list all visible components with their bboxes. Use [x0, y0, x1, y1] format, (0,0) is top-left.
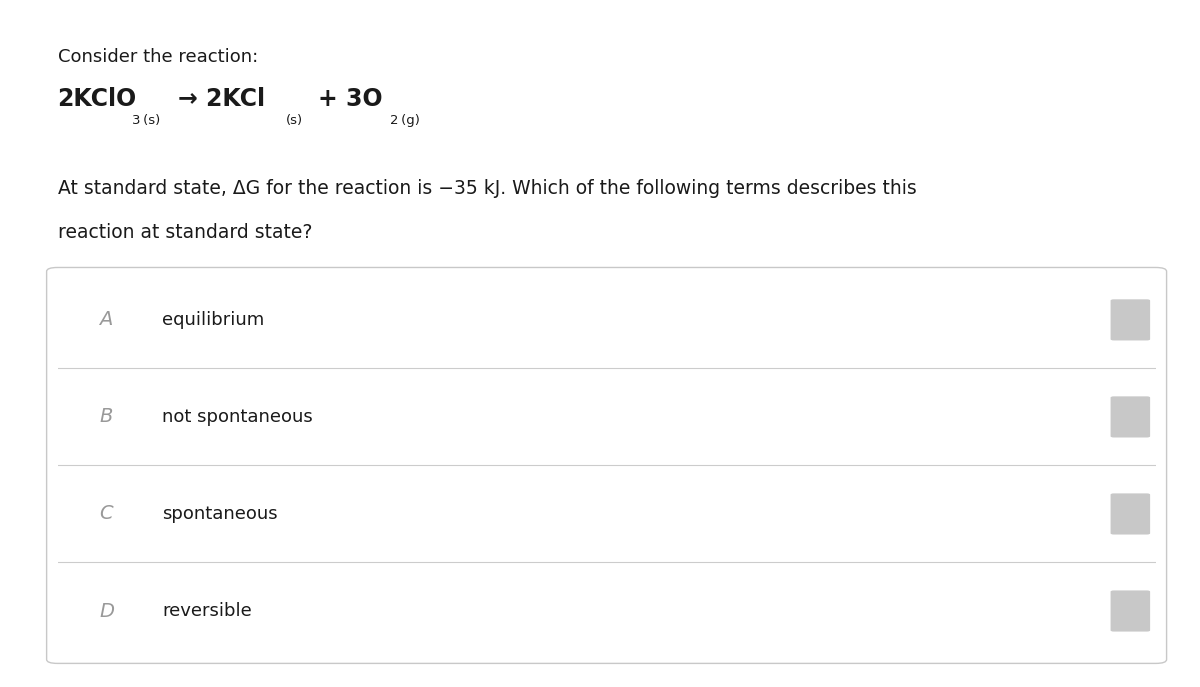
- Text: + 3O: + 3O: [318, 87, 383, 111]
- Text: B: B: [100, 407, 113, 427]
- FancyBboxPatch shape: [1110, 493, 1150, 534]
- Text: (s): (s): [286, 113, 302, 126]
- Text: 3 (s): 3 (s): [132, 113, 161, 126]
- FancyBboxPatch shape: [1110, 590, 1150, 631]
- Text: reaction at standard state?: reaction at standard state?: [58, 223, 312, 243]
- FancyBboxPatch shape: [47, 267, 1166, 664]
- FancyBboxPatch shape: [1110, 396, 1150, 438]
- Text: At standard state, ΔG for the reaction is −35 kJ. Which of the following terms d: At standard state, ΔG for the reaction i…: [58, 179, 917, 198]
- Text: D: D: [100, 602, 114, 620]
- Text: C: C: [100, 504, 113, 523]
- Text: Consider the reaction:: Consider the reaction:: [58, 48, 258, 66]
- Text: equilibrium: equilibrium: [162, 311, 264, 329]
- Text: spontaneous: spontaneous: [162, 505, 277, 523]
- FancyBboxPatch shape: [1110, 300, 1150, 341]
- Text: 2 (g): 2 (g): [390, 113, 420, 126]
- Text: reversible: reversible: [162, 602, 252, 620]
- Text: 2KClO: 2KClO: [58, 87, 137, 111]
- Text: not spontaneous: not spontaneous: [162, 408, 313, 426]
- Text: A: A: [100, 311, 113, 329]
- Text: → 2KCl: → 2KCl: [178, 87, 265, 111]
